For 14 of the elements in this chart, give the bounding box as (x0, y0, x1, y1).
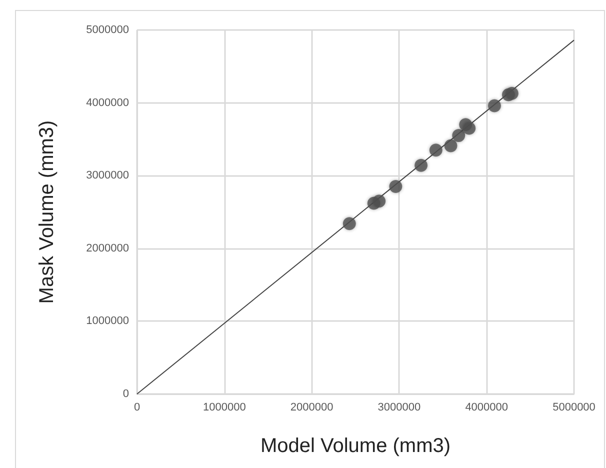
y-tick-label: 3000000 (86, 170, 129, 182)
x-tick-label: 0 (134, 402, 140, 414)
x-axis-title: Model Volume (mm3) (260, 435, 451, 457)
y-tick-label: 2000000 (86, 242, 129, 254)
x-tick-label: 4000000 (465, 402, 508, 414)
y-tick-label: 5000000 (86, 24, 129, 36)
y-tick-label: 0 (122, 388, 129, 400)
x-tick-label: 5000000 (552, 402, 596, 414)
x-tick-label: 2000000 (290, 402, 334, 414)
y-axis-title: Mask Volume (mm3) (36, 120, 58, 304)
y-tick-label: 1000000 (86, 315, 129, 328)
x-tick-label: 1000000 (202, 402, 246, 414)
y-tick-label: 4000000 (86, 96, 129, 109)
x-tick-label: 3000000 (378, 402, 421, 414)
